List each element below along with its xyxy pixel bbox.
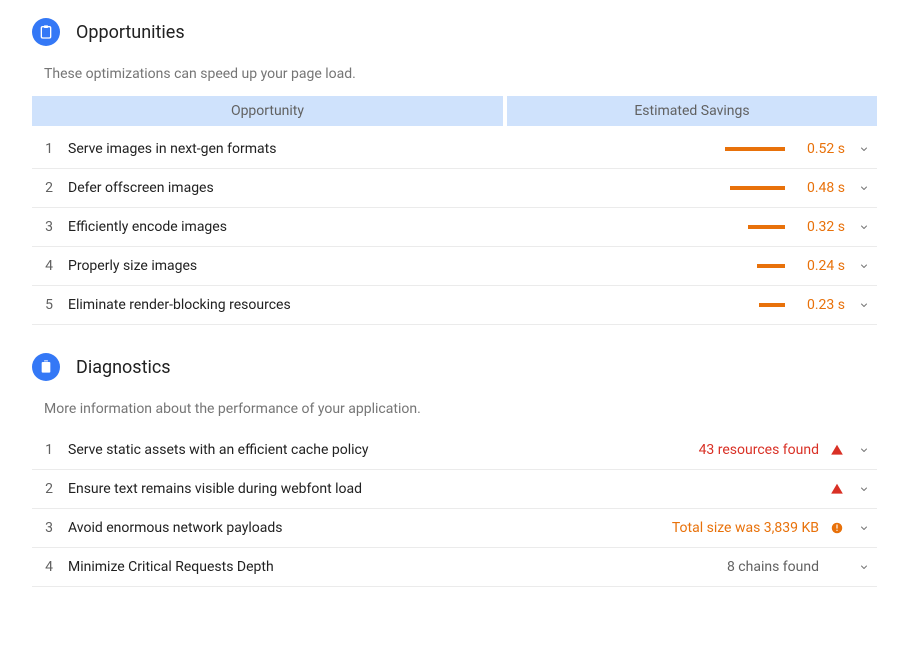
row-index: 3 [36,219,62,235]
diagnostics-section: Diagnostics More information about the p… [32,353,877,587]
savings-bar [748,225,785,229]
opportunity-row[interactable]: 4Properly size images 0.24 s [32,247,877,286]
opportunity-row[interactable]: 3Efficiently encode images 0.32 s [32,208,877,247]
diagnostic-note: 8 chains found [727,559,819,575]
opportunity-row[interactable]: 1Serve images in next-gen formats 0.52 s [32,130,877,169]
diagnostics-header: Diagnostics [32,353,877,381]
diagnostic-label: Ensure text remains visible during webfo… [62,481,819,497]
fail-icon [829,442,845,458]
diagnostics-rows: 1Serve static assets with an efficient c… [32,431,877,587]
diagnostic-detail-cell: 8 chains found [727,559,873,575]
diagnostic-label: Avoid enormous network payloads [62,520,672,536]
chevron-down-icon[interactable] [855,143,873,155]
warn-icon [829,520,845,536]
savings-bar-track [555,186,785,190]
row-index: 1 [36,141,62,157]
row-index: 2 [36,180,62,196]
opportunity-savings-cell: 0.48 s [493,180,873,196]
opportunities-section: Opportunities These optimizations can sp… [32,18,877,325]
diagnostic-detail-cell: Total size was 3,839 KB [672,520,873,536]
row-index: 3 [36,520,62,536]
savings-value: 0.32 s [795,219,845,235]
opportunity-row[interactable]: 5Eliminate render-blocking resources 0.23… [32,286,877,325]
savings-value: 0.48 s [795,180,845,196]
savings-value: 0.23 s [795,297,845,313]
savings-value: 0.24 s [795,258,845,274]
opportunity-label: Eliminate render-blocking resources [62,297,493,313]
fail-icon [829,481,845,497]
opportunity-savings-cell: 0.32 s [493,219,873,235]
opportunity-label: Defer offscreen images [62,180,493,196]
savings-bar [730,186,785,190]
opportunities-header: Opportunities [32,18,877,46]
diagnostic-row[interactable]: 1Serve static assets with an efficient c… [32,431,877,470]
opportunity-savings-cell: 0.52 s [493,141,873,157]
opportunities-title: Opportunities [76,22,185,43]
row-index: 1 [36,442,62,458]
opportunities-table-header: Opportunity Estimated Savings [32,96,877,126]
row-index: 4 [36,559,62,575]
diagnostics-icon [32,353,60,381]
diagnostic-note: Total size was 3,839 KB [672,520,819,536]
savings-bar-track [555,147,785,151]
diagnostics-title: Diagnostics [76,357,171,378]
chevron-down-icon[interactable] [855,522,873,534]
opportunities-subtitle: These optimizations can speed up your pa… [44,66,877,82]
savings-bar [725,147,785,151]
opportunity-savings-cell: 0.23 s [493,297,873,313]
opportunities-rows: 1Serve images in next-gen formats 0.52 s 2… [32,130,877,325]
diagnostic-row[interactable]: 2Ensure text remains visible during webf… [32,470,877,509]
estimated-savings-column-header: Estimated Savings [507,96,877,126]
diagnostic-row[interactable]: 4Minimize Critical Requests Depth8 chain… [32,548,877,587]
diagnostic-row[interactable]: 3Avoid enormous network payloadsTotal si… [32,509,877,548]
savings-bar [757,264,785,268]
savings-value: 0.52 s [795,141,845,157]
chevron-down-icon[interactable] [855,299,873,311]
chevron-down-icon[interactable] [855,444,873,456]
opportunity-label: Serve images in next-gen formats [62,141,493,157]
diagnostic-label: Minimize Critical Requests Depth [62,559,727,575]
diagnostic-detail-cell [819,481,873,497]
chevron-down-icon[interactable] [855,221,873,233]
diagnostic-note: 43 resources found [699,442,819,458]
diagnostic-detail-cell: 43 resources found [699,442,873,458]
opportunities-icon [32,18,60,46]
diagnostic-label: Serve static assets with an efficient ca… [62,442,699,458]
savings-bar-track [555,225,785,229]
opportunity-savings-cell: 0.24 s [493,258,873,274]
row-index: 4 [36,258,62,274]
opportunity-label: Efficiently encode images [62,219,493,235]
savings-bar [759,303,785,307]
savings-bar-track [555,264,785,268]
opportunity-row[interactable]: 2Defer offscreen images 0.48 s [32,169,877,208]
chevron-down-icon[interactable] [855,561,873,573]
opportunity-column-header: Opportunity [32,96,503,126]
diagnostics-subtitle: More information about the performance o… [44,401,877,417]
savings-bar-track [555,303,785,307]
row-index: 5 [36,297,62,313]
opportunity-label: Properly size images [62,258,493,274]
chevron-down-icon[interactable] [855,260,873,272]
status-placeholder [829,559,845,575]
row-index: 2 [36,481,62,497]
chevron-down-icon[interactable] [855,483,873,495]
chevron-down-icon[interactable] [855,182,873,194]
